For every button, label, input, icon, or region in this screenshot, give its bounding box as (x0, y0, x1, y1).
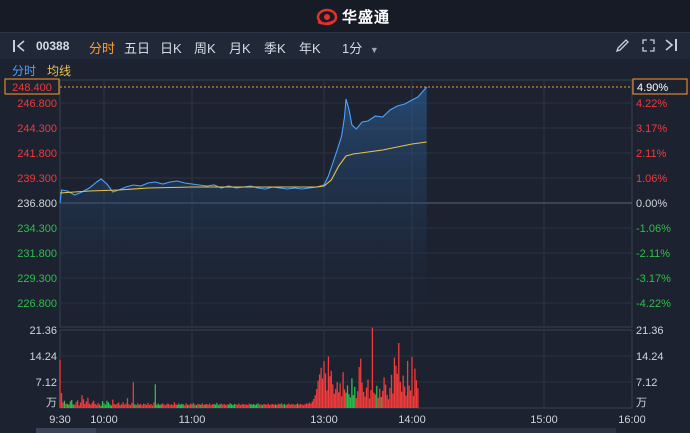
interval-select[interactable]: 1分 ▼ (342, 38, 379, 57)
percent-tick-label: -2.11% (636, 248, 670, 260)
price-tick-label: 241.800 (17, 148, 57, 160)
percent-tick-label: 1.06% (636, 173, 667, 185)
tab-weekly-k[interactable]: 周K (194, 41, 216, 56)
tab-daily-k[interactable]: 日K (160, 41, 182, 56)
percent-tick-label: 0.00% (636, 198, 667, 210)
percent-tick-label: 4.22% (636, 98, 667, 110)
scrollbar-thumb[interactable] (36, 428, 96, 433)
percent-tick-label: -4.22% (636, 298, 671, 310)
expand-icon[interactable] (641, 38, 656, 53)
average-price-line (59, 141, 427, 194)
tab-quarterly-k[interactable]: 季K (264, 41, 286, 56)
time-tick-label: 14:00 (398, 414, 426, 426)
stock-code: 00388 (36, 39, 70, 53)
price-line (59, 86, 428, 204)
percent-tick-label: -1.06% (636, 223, 671, 235)
time-tick-label: 10:00 (90, 414, 118, 426)
legend-price-label: 分时 (12, 64, 37, 78)
tab-yearly-k[interactable]: 年K (299, 41, 321, 56)
tab-intraday[interactable]: 分时 (89, 41, 116, 56)
tab-monthly-k[interactable]: 月K (229, 41, 251, 56)
last-price-label: 248.400 (12, 82, 52, 94)
brand-logo-icon (316, 8, 338, 25)
volume-tick-label: 21.36 (29, 325, 57, 337)
time-tick-label: 16:00 (618, 414, 646, 426)
volume-tick-label: 7.12 (636, 377, 657, 389)
price-tick-label: 226.800 (17, 298, 57, 310)
price-tick-label: 239.300 (17, 173, 57, 185)
volume-tick-label: 7.12 (36, 377, 57, 389)
last-percent-box (632, 78, 688, 95)
price-tick-label: 246.800 (17, 98, 57, 110)
expand-panel-icon[interactable] (664, 38, 678, 53)
price-tick-label: 229.300 (17, 273, 57, 285)
price-tick-label: 236.800 (17, 198, 57, 210)
interval-value: 1分 (342, 41, 363, 56)
volume-unit-label: 万 (636, 397, 647, 409)
scrollbar-track[interactable] (36, 428, 616, 433)
time-tick-label: 15:00 (530, 414, 558, 426)
brand-name: 华盛通 (342, 9, 391, 26)
tab-five-day[interactable]: 五日 (124, 41, 151, 56)
percent-tick-label: 2.11% (636, 148, 667, 160)
time-tick-label: 11:00 (179, 414, 206, 426)
price-tick-label: 231.800 (17, 248, 57, 260)
brand: 华盛通 (316, 6, 390, 27)
volume-tick-label: 14.24 (29, 351, 57, 363)
time-tick-label: 9:30 (49, 414, 70, 426)
price-area (60, 87, 427, 327)
price-tick-label: 244.300 (17, 123, 57, 135)
collapse-panel-icon[interactable] (12, 39, 26, 53)
last-percent-label: 4.90% (637, 82, 668, 94)
draw-pen-icon[interactable] (615, 38, 630, 53)
volume-unit-label: 万 (46, 397, 57, 409)
top-bar: 华盛通 (0, 0, 690, 32)
time-tick-label: 13:00 (310, 414, 338, 426)
percent-tick-label: -3.17% (636, 273, 671, 285)
legend-average-label: 均线 (47, 64, 72, 78)
legend-bar: 分时 均线 (0, 59, 690, 79)
last-price-box (4, 78, 60, 95)
toolbar: 00388 分时 五日 日K 周K 月K 季K 年K 1分 ▼ (0, 32, 690, 60)
chevron-down-icon: ▼ (369, 45, 379, 55)
volume-tick-label: 14.24 (636, 351, 664, 363)
percent-tick-label: 3.17% (636, 123, 667, 135)
volume-tick-label: 21.36 (636, 325, 664, 337)
price-tick-label: 234.300 (17, 223, 57, 235)
